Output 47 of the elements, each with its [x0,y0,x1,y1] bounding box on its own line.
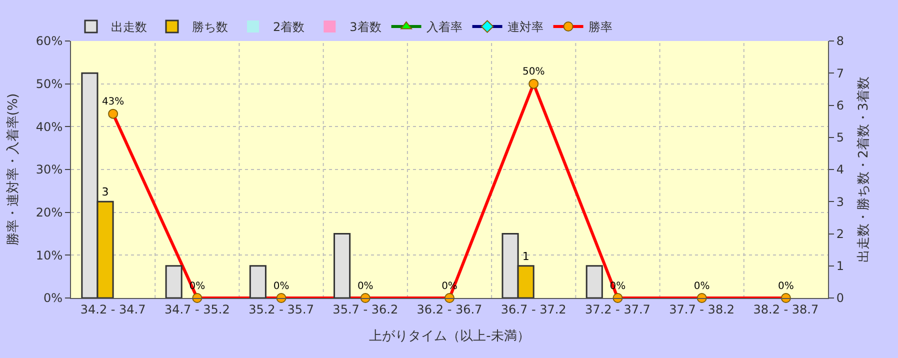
data-label: 1 [522,250,530,263]
data-label: 0% [694,280,710,292]
x-tick-label: 37.2 - 37.7 [585,302,650,316]
x-tick-label: 36.7 - 37.2 [500,302,566,316]
y2-tick-label: 6 [836,98,844,112]
y2-tick-label: 3 [836,194,844,209]
legend-label: 勝率 [588,20,612,34]
y-axis-title: 勝率・連対率・入着率(%) [4,93,21,246]
data-label: 43% [102,96,124,108]
data-label: 50% [522,66,545,78]
y2-tick-label: 2 [836,226,844,241]
y2-tick-label: 5 [836,130,844,145]
y-tick-label: 40% [36,120,63,134]
y-tick-label: 50% [36,77,63,92]
data-label: 0% [778,280,794,292]
legend-label: 入着率 [426,20,462,34]
x-tick-label: 34.2 - 34.7 [80,302,146,316]
x-tick-label: 35.2 - 35.7 [248,302,314,316]
legend-label: 2着数 [273,20,305,34]
bar [586,265,603,298]
y-tick-label: 0% [44,291,63,306]
x-tick-label: 35.7 - 36.2 [332,302,398,316]
y-tick-label: 10% [36,248,63,262]
x-axis-title: 上がりタイム（以上-未満） [369,329,530,344]
data-label: 0% [273,280,290,292]
x-tick-label: 37.7 - 38.2 [669,302,735,316]
y2-tick-label: 7 [836,66,844,80]
legend-label: 3着数 [350,20,382,34]
y2-tick-label: 1 [836,259,844,274]
y2-axis-title: 出走数・勝ち数・2着数・3着数 [856,76,872,262]
legend-label: 出走数 [111,20,147,34]
y-tick-label: 20% [36,206,63,220]
y2-tick-label: 0 [836,291,844,306]
bar [249,265,266,298]
x-tick-label: 36.2 - 36.7 [416,302,482,316]
y2-tick-label: 4 [836,162,844,177]
bar [165,265,182,298]
y2-tick-label: 8 [836,34,844,48]
legend-label: 連対率 [507,20,544,34]
data-label: 0% [357,280,374,292]
y-tick-label: 30% [36,162,63,177]
legend-label: 勝ち数 [192,20,228,34]
y-tick-label: 60% [36,34,63,48]
x-tick-label: 34.7 - 35.2 [164,302,230,316]
data-label: 3 [102,186,109,199]
x-tick-label: 38.2 - 38.7 [753,302,819,316]
bar [334,233,351,298]
